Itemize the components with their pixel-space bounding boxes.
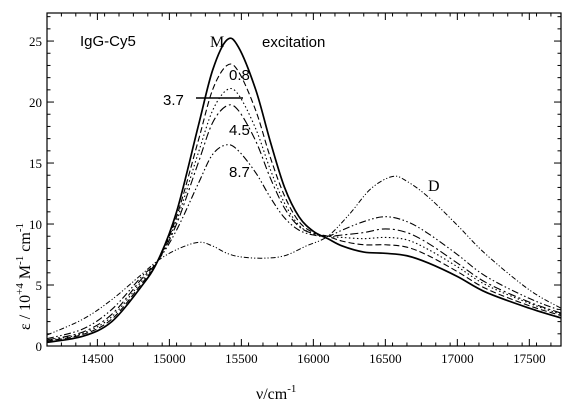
annotation-0-8: 0.8 — [229, 67, 250, 84]
y-tick-label: 20 — [29, 95, 42, 110]
x-tick-label: 14500 — [81, 351, 114, 366]
x-axis-title: ν/cm-1 — [256, 383, 296, 403]
y-tick-label: 15 — [29, 156, 42, 171]
panel-label: IgG-Cy5 — [80, 33, 136, 50]
x-tick-label: 15500 — [225, 351, 258, 366]
annotation-3-7: 3.7 — [163, 92, 184, 109]
y-axis-title-base: ε / 10 — [17, 295, 34, 330]
annotation-8-7: 8.7 — [229, 164, 250, 181]
annotation-m: M — [210, 34, 224, 51]
series-line-8-7 — [47, 144, 561, 340]
y-tick-label: 5 — [36, 278, 43, 293]
y-axis-title-exp2: -1 — [14, 256, 26, 265]
annotation-excitation: excitation — [262, 34, 325, 51]
x-tick-label: 16000 — [297, 351, 330, 366]
series-group — [47, 37, 561, 344]
series-line-d — [47, 175, 561, 336]
x-tick-label: 17500 — [513, 351, 546, 366]
x-tick-label: 15000 — [153, 351, 186, 366]
x-axis-title-exp: -1 — [287, 383, 296, 395]
x-tick-label: 16500 — [369, 351, 402, 366]
y-axis-title-exp1: +4 — [14, 283, 26, 295]
y-tick-label: 0 — [36, 339, 43, 354]
series-line-4-5 — [47, 104, 561, 341]
y-tick-label: 10 — [29, 217, 42, 232]
plot-frame — [46, 12, 562, 347]
y-axis-title: ε / 10+4 M-1 cm-1 — [14, 223, 34, 330]
series-line-3-7 — [47, 87, 561, 342]
annotation-d: D — [428, 178, 440, 195]
y-tick-label: 25 — [29, 34, 42, 49]
tick-group: 14500 15000 15500 16000 16500 17000 17500 0 5 10 1… — [29, 13, 561, 366]
x-axis-title-base: ν/cm — [256, 386, 288, 403]
x-tick-label: 17000 — [441, 351, 474, 366]
y-axis-title-unit2: cm — [17, 232, 34, 256]
annotation-4-5: 4.5 — [229, 122, 250, 139]
y-axis-title-exp3: -1 — [14, 223, 26, 232]
series-line-0-8 — [47, 63, 561, 342]
y-axis-title-mid: M — [17, 265, 34, 283]
